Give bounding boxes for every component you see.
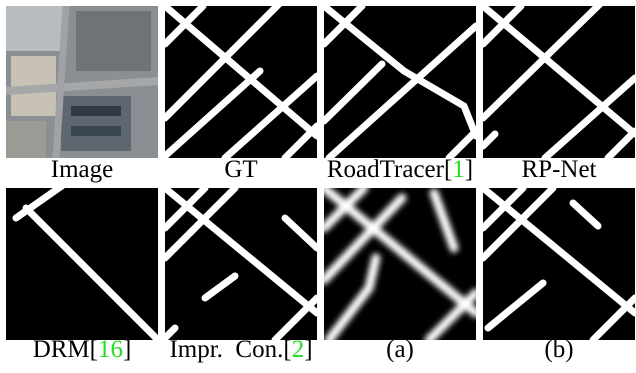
caption: Impr. Con.[2]: [169, 336, 312, 363]
caption-text: (a): [386, 336, 414, 363]
caption-text: RP-Net: [522, 156, 597, 183]
caption-text: RoadTracer[: [327, 156, 452, 183]
caption: RP-Net: [522, 156, 597, 183]
output-a: [324, 188, 476, 340]
caption-text: ]: [304, 336, 312, 363]
caption-text: GT: [224, 156, 257, 183]
gt-mask: [165, 0, 317, 158]
caption-text: Image: [51, 156, 113, 183]
caption: (a): [386, 336, 414, 363]
caption-text: DRM[: [33, 336, 98, 363]
roadtracer-mask: [324, 6, 476, 158]
aerial-image: [6, 6, 158, 158]
impr-con-mask: [165, 188, 317, 340]
caption-text: Impr. Con.[: [169, 336, 291, 363]
citation: 2: [292, 336, 305, 363]
caption: (b): [544, 336, 573, 363]
rpnet-mask: [483, 1, 635, 158]
caption: Image: [51, 156, 113, 183]
caption: GT: [224, 156, 257, 183]
caption: RoadTracer[1]: [327, 156, 473, 183]
output-b: [483, 188, 635, 340]
caption-text: (b): [544, 336, 573, 363]
citation: 16: [98, 336, 123, 363]
caption-text: ]: [465, 156, 473, 183]
figure: ImageGTRoadTracer[1]RP-NetDRM[16]Impr. C…: [0, 0, 636, 373]
caption: DRM[16]: [33, 336, 132, 363]
drm-mask: [6, 183, 158, 340]
caption-text: ]: [123, 336, 131, 363]
citation: 1: [452, 156, 465, 183]
